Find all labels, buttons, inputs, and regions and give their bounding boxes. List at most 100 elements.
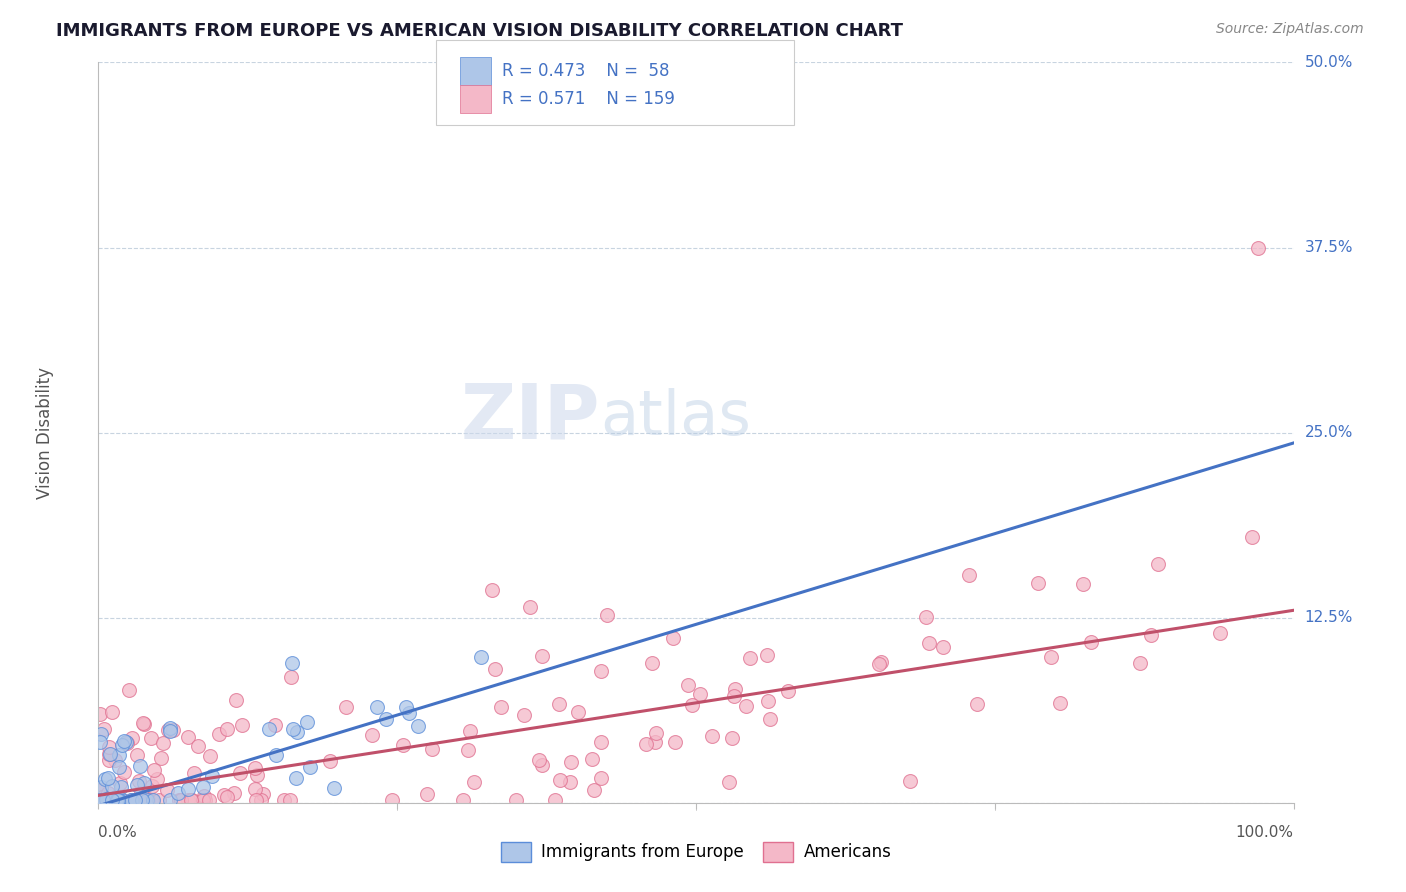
Point xyxy=(664,734,686,748)
Point xyxy=(169,793,191,807)
Text: Vision Disability: Vision Disability xyxy=(35,367,53,499)
Point xyxy=(97,753,120,767)
Point xyxy=(107,793,129,807)
Point xyxy=(97,793,120,807)
Point xyxy=(108,748,131,763)
Point xyxy=(162,723,184,738)
Point xyxy=(90,782,112,797)
Point xyxy=(1129,656,1152,670)
Text: 100.0%: 100.0% xyxy=(1236,825,1294,840)
Point xyxy=(529,753,551,767)
Point xyxy=(676,677,699,691)
Point xyxy=(756,694,779,708)
Point xyxy=(103,793,125,807)
Point xyxy=(641,656,664,670)
Point xyxy=(100,793,122,807)
Point xyxy=(97,793,120,807)
Point xyxy=(167,786,190,800)
Point xyxy=(918,636,941,650)
Point xyxy=(89,793,111,807)
Point xyxy=(392,738,415,752)
Point xyxy=(914,610,936,624)
Point xyxy=(406,719,429,733)
Point xyxy=(263,718,285,732)
Point xyxy=(1147,557,1170,571)
Point xyxy=(108,793,131,807)
Point xyxy=(246,768,269,782)
Point xyxy=(776,683,799,698)
Point xyxy=(170,793,193,807)
Point xyxy=(117,683,139,698)
Text: R = 0.571    N = 159: R = 0.571 N = 159 xyxy=(502,90,675,108)
Point xyxy=(531,758,554,772)
Text: 25.0%: 25.0% xyxy=(1305,425,1353,440)
Point xyxy=(682,698,704,712)
Point xyxy=(156,782,179,797)
Point xyxy=(115,736,138,750)
Point xyxy=(264,747,287,762)
Point xyxy=(335,700,357,714)
Point xyxy=(111,739,134,753)
Point xyxy=(97,771,120,785)
Point xyxy=(193,789,215,803)
Point xyxy=(187,739,209,753)
Point xyxy=(159,793,181,807)
Point xyxy=(583,783,606,797)
Point xyxy=(91,793,114,807)
Point xyxy=(152,736,174,750)
Point xyxy=(97,747,120,761)
Point xyxy=(1139,628,1161,642)
Point xyxy=(97,739,120,754)
Point xyxy=(101,779,124,793)
Text: 37.5%: 37.5% xyxy=(1305,240,1353,255)
Point xyxy=(281,722,304,736)
Point xyxy=(131,793,153,807)
Point xyxy=(560,755,582,769)
Point xyxy=(90,793,112,807)
Point xyxy=(89,790,111,805)
Point xyxy=(589,771,612,785)
Point xyxy=(869,655,891,669)
Point xyxy=(141,793,163,807)
Point xyxy=(558,775,581,789)
Point xyxy=(129,793,152,807)
Point xyxy=(273,793,295,807)
Point xyxy=(463,775,485,789)
Point xyxy=(97,786,120,800)
Point xyxy=(148,793,170,807)
Point xyxy=(250,793,273,807)
Point xyxy=(470,650,492,665)
Point xyxy=(481,583,503,598)
Point xyxy=(193,780,215,794)
Point xyxy=(129,786,152,800)
Point xyxy=(721,731,744,746)
Point xyxy=(90,780,112,794)
Text: atlas: atlas xyxy=(600,388,751,448)
Point xyxy=(149,751,172,765)
Point xyxy=(1049,697,1071,711)
Point xyxy=(91,789,114,804)
Point xyxy=(591,664,613,678)
Point xyxy=(589,735,612,749)
Point xyxy=(143,763,166,777)
Point xyxy=(222,786,245,800)
Point xyxy=(124,793,146,807)
Point xyxy=(245,793,267,807)
Point xyxy=(512,708,534,723)
Point xyxy=(132,716,155,731)
Point xyxy=(755,648,778,663)
Point xyxy=(489,700,512,714)
Point xyxy=(121,793,143,807)
Point xyxy=(932,640,955,654)
Point xyxy=(134,716,156,731)
Point xyxy=(107,759,129,773)
Point xyxy=(122,793,145,807)
Point xyxy=(177,793,200,807)
Point xyxy=(128,773,150,788)
Point xyxy=(735,699,758,714)
Point xyxy=(957,568,980,582)
Point xyxy=(89,783,111,797)
Point xyxy=(104,789,127,804)
Point xyxy=(636,737,658,751)
Point xyxy=(278,793,301,807)
